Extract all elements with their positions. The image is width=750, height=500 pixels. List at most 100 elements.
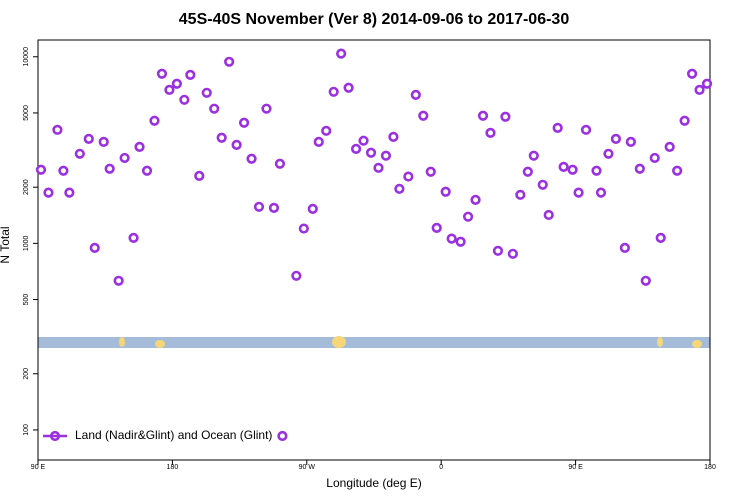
land-ocean-strip — [38, 337, 710, 348]
legend-marker — [277, 430, 288, 442]
data-point — [446, 233, 457, 244]
data-point — [216, 132, 227, 143]
data-point — [440, 186, 451, 197]
data-point — [246, 153, 257, 164]
y-tick-label: 500 — [23, 294, 30, 306]
data-point — [224, 56, 235, 67]
data-point — [164, 84, 175, 95]
land-patch — [332, 336, 346, 348]
data-point — [619, 242, 630, 253]
data-point — [52, 124, 63, 135]
data-point — [231, 139, 242, 151]
data-point — [431, 222, 442, 234]
data-point — [268, 202, 280, 213]
x-tick-label: 0 — [439, 464, 443, 471]
data-point — [89, 242, 100, 253]
y-tick-label: 200 — [23, 368, 30, 380]
data-point — [321, 125, 332, 136]
data-point — [388, 131, 399, 143]
land-patch — [155, 340, 165, 348]
data-point — [552, 122, 563, 133]
data-point — [591, 165, 602, 176]
data-point — [403, 171, 414, 182]
data-point — [128, 232, 139, 243]
data-point — [640, 275, 651, 286]
data-point — [350, 143, 362, 154]
data-point — [655, 232, 666, 243]
data-point — [179, 94, 190, 105]
land-patch — [657, 337, 663, 347]
data-point — [365, 147, 377, 158]
data-point — [664, 141, 675, 152]
x-axis-label: Longitude (deg E) — [326, 476, 421, 490]
data-point — [634, 163, 645, 174]
data-point — [194, 170, 205, 181]
data-point — [291, 270, 302, 281]
data-point — [58, 165, 69, 176]
data-point — [313, 136, 324, 147]
data-point — [528, 150, 539, 161]
y-tick-label: 2000 — [23, 179, 30, 195]
data-point — [595, 187, 607, 198]
data-point — [462, 211, 474, 222]
data-point — [394, 183, 405, 194]
land-patch — [692, 340, 702, 348]
y-tick-label: 5000 — [23, 105, 30, 121]
chart-title: 45S-40S November (Ver 8) 2014-09-06 to 2… — [179, 11, 570, 28]
data-point — [515, 189, 526, 200]
data-point — [149, 115, 160, 126]
x-tick-label: 180 — [167, 464, 179, 471]
data-point — [567, 164, 578, 175]
land-patch — [119, 337, 125, 347]
y-tick-label: 1000 — [23, 235, 30, 251]
x-tick-label: 90 E — [568, 464, 583, 471]
data-point — [625, 136, 636, 147]
data-point — [328, 86, 339, 97]
legend-label: Land (Nadir&Glint) and Ocean (Glint) — [75, 428, 272, 442]
data-point — [522, 166, 533, 177]
data-point — [649, 152, 660, 164]
data-point — [307, 203, 318, 214]
x-tick-label: 90 W — [299, 464, 316, 471]
x-tick-label: 90 E — [31, 464, 46, 471]
data-point — [492, 245, 504, 256]
data-point — [261, 103, 272, 114]
data-point — [603, 148, 614, 159]
data-point — [500, 111, 511, 122]
data-point — [543, 209, 554, 221]
data-point — [410, 89, 421, 100]
data-point — [580, 124, 592, 135]
data-point — [477, 110, 489, 121]
data-point — [298, 223, 309, 234]
data-point — [119, 152, 130, 164]
legend-marker — [49, 430, 61, 442]
data-point — [201, 87, 212, 98]
data-point — [558, 161, 569, 172]
data-point — [113, 275, 124, 286]
data-point — [156, 68, 168, 79]
data-point — [686, 68, 698, 79]
data-point — [74, 148, 85, 159]
data-point — [43, 187, 54, 198]
data-point — [470, 194, 481, 205]
data-point — [171, 78, 182, 89]
data-point — [573, 187, 584, 198]
data-point — [64, 187, 75, 198]
data-point — [485, 127, 496, 138]
plot-frame — [37, 39, 711, 461]
data-point — [104, 163, 115, 174]
y-tick-label: 10000 — [23, 47, 30, 67]
data-point — [98, 136, 109, 147]
data-point — [274, 158, 286, 169]
data-point — [373, 162, 384, 173]
data-point — [83, 133, 94, 144]
data-point — [134, 141, 145, 152]
data-point — [537, 179, 548, 190]
y-axis-label: N Total — [0, 226, 12, 263]
data-point — [418, 110, 429, 121]
data-point — [185, 69, 196, 80]
data-point — [672, 165, 683, 176]
data-point — [336, 48, 347, 59]
data-point — [35, 164, 47, 175]
